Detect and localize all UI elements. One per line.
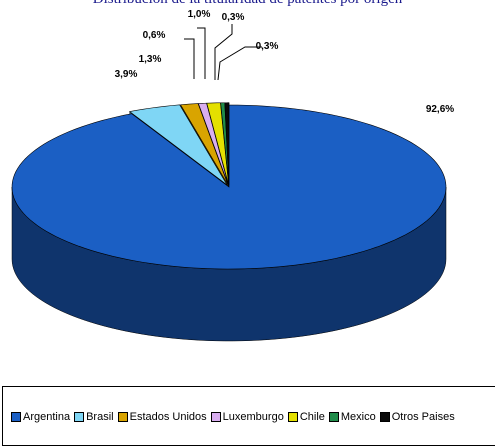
legend-label-mexico: Mexico [340,411,376,423]
data-label-argentina: 92,6% [426,104,454,115]
legend-swatch-argentina [11,412,21,422]
legend-swatch-luxemburgo [210,412,221,422]
legend-label-chile: Chile [299,411,325,423]
legend-label-brasil: Brasil [86,411,114,423]
legend-label-estados-unidos: Estados Unidos [129,411,207,423]
data-label-brasil: 3,9% [115,69,138,80]
chart-title: Distribución de la titularidad de patent… [0,0,495,8]
leader-line-mexico [214,24,233,80]
legend-label-otros-paises: Otros Paises [391,411,455,423]
data-label-chile: 1,0% [188,9,211,20]
slice-estados-unidos [180,103,229,185]
data-label-otros-paises: 0,3% [256,41,279,52]
leader-line-chile [197,27,206,79]
legend-item-otros-paises: Otros Paises [379,411,455,423]
data-label-luxemburgo: 0,6% [143,30,166,41]
legend-swatch-estados-unidos [117,412,128,422]
legend: Argentina Brasil Estados Unidos Luxemburgo C… [2,386,495,446]
slice-brasil [128,104,228,186]
data-label-mexico: 0,3% [222,12,245,23]
legend-swatch-brasil [74,412,85,422]
legend-swatch-mexico [328,412,339,422]
legend-item-brasil: Brasil [74,411,114,423]
slice-argentina [11,104,447,270]
leader-line-otros-paises [217,46,262,81]
legend-label-luxemburgo: Luxemburgo [222,411,284,423]
legend-item-chile: Chile [287,411,325,423]
legend-swatch-chile [287,412,298,422]
legend-swatch-otros-paises [379,412,390,422]
legend-item-estados-unidos: Estados Unidos [117,411,207,423]
legend-label-argentina: Argentina [23,411,71,423]
legend-items: Argentina Brasil Estados Unidos Luxemburgo C… [11,411,459,423]
slice-otros-paises [224,102,230,185]
legend-item-argentina: Argentina [11,411,70,423]
legend-item-luxemburgo: Luxemburgo [210,411,284,423]
data-label-estados-unidos: 1,3% [139,54,162,65]
leader-line-luxemburgo [184,38,195,79]
legend-item-mexico: Mexico [328,411,376,423]
pie-chart: 92,6% 3,9%1,3% 0,6% 1,0% 0,3% 0,3% [11,9,454,342]
